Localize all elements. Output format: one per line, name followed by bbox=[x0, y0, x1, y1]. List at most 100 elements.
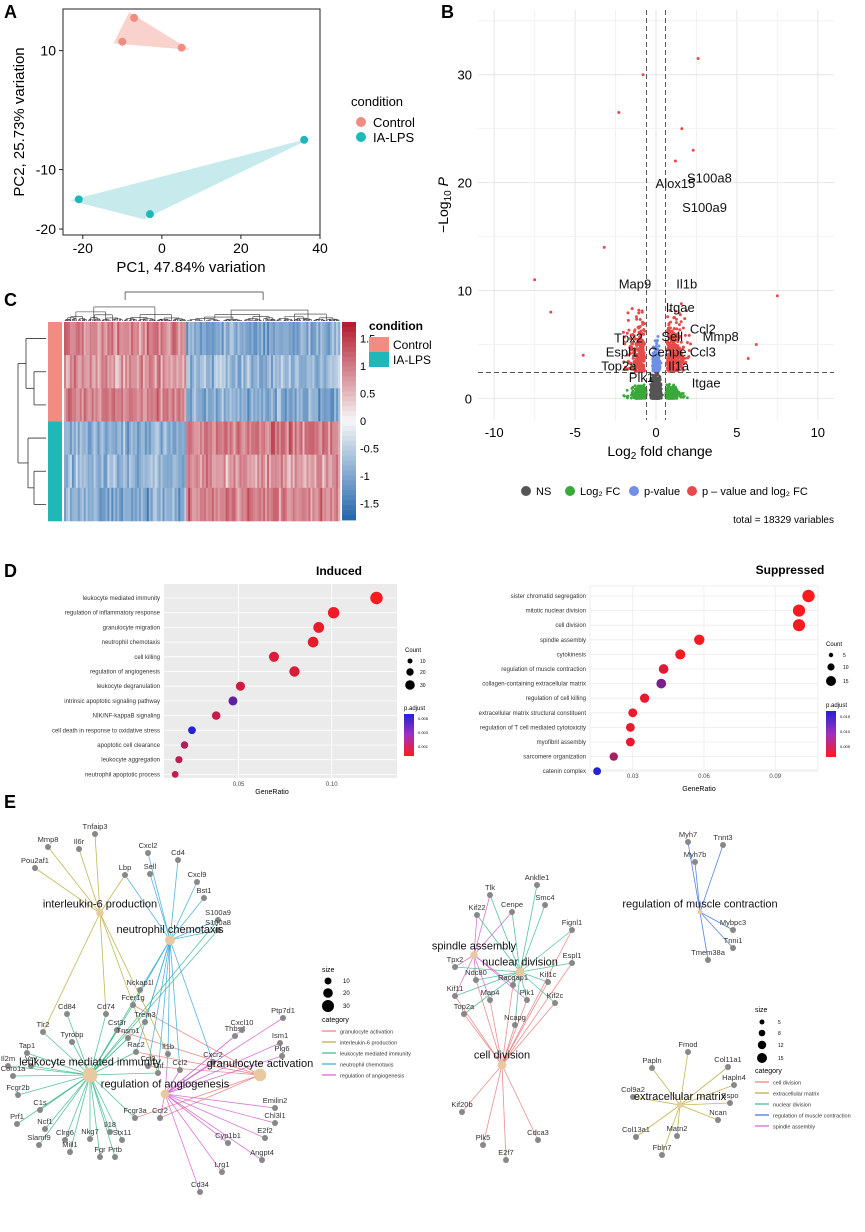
volcano-point-significant bbox=[632, 334, 636, 338]
heatmap-cell bbox=[310, 388, 313, 422]
cnet-edge bbox=[47, 846, 101, 914]
heatmap-cell bbox=[172, 454, 175, 489]
cnet-gene-node bbox=[510, 982, 516, 988]
heatmap-cell bbox=[117, 322, 120, 356]
cnet-gene-node bbox=[730, 945, 736, 951]
cnet-edge bbox=[89, 1074, 111, 1133]
cnet-edge bbox=[17, 1074, 91, 1096]
pca-point-control bbox=[177, 43, 186, 52]
volcano-point-significant bbox=[639, 336, 643, 340]
heatmap-cell bbox=[235, 322, 238, 356]
volcano-gene-label: Espl1 bbox=[606, 344, 639, 359]
heatmap-cell bbox=[243, 487, 246, 522]
heatmap-cell bbox=[174, 487, 177, 522]
heatmap-cell bbox=[172, 421, 175, 455]
heatmap-cell bbox=[227, 421, 230, 455]
cnet-edge bbox=[169, 897, 205, 941]
heatmap-cell bbox=[95, 454, 98, 489]
heatmap-cell bbox=[235, 487, 238, 522]
heatmap-cell bbox=[219, 487, 223, 522]
cnet-gene-node bbox=[219, 1169, 225, 1175]
heatmap-cell bbox=[257, 322, 260, 356]
heatmap-cell bbox=[75, 421, 79, 455]
heatmap-cell bbox=[296, 355, 299, 389]
heatmap-cell bbox=[237, 355, 240, 389]
volcano-gene-label: Plk1 bbox=[629, 370, 654, 385]
cnet-gene-node bbox=[542, 902, 548, 908]
heatmap-cell bbox=[278, 322, 282, 356]
heatmap-cell bbox=[274, 454, 278, 489]
induced-size-legend-label-1: 10 bbox=[420, 659, 426, 665]
heatmap-scale-segment bbox=[342, 356, 356, 362]
cnet-gene-label: Tmem38a bbox=[691, 948, 726, 957]
heatmap-cell bbox=[150, 388, 154, 422]
cnet-edge bbox=[89, 1074, 116, 1158]
heatmap-cell bbox=[227, 322, 230, 356]
suppressed-size-legend-dot-3 bbox=[826, 676, 836, 686]
cnet-category-node bbox=[96, 909, 104, 917]
volcano-point-significant bbox=[675, 350, 679, 354]
heatmap-cell bbox=[164, 322, 167, 356]
volcano-point-significant bbox=[674, 365, 678, 369]
heatmap-cell bbox=[140, 421, 144, 455]
volcano-point-significant bbox=[679, 358, 683, 362]
heatmap-cell bbox=[312, 355, 315, 389]
heatmap-cell bbox=[125, 454, 128, 489]
volcano-point-significant bbox=[634, 360, 638, 364]
cnet-gene-node bbox=[512, 1022, 518, 1028]
heatmap-cell bbox=[97, 388, 100, 422]
cnet-gene-node bbox=[145, 1063, 151, 1069]
heatmap-cell bbox=[286, 355, 290, 389]
heatmap-cell bbox=[217, 388, 221, 422]
dotplot-x-tick-label: 0.05 bbox=[233, 782, 245, 788]
heatmap: 1.510.50-0.5-1-1.5 condition Control IA-… bbox=[17, 291, 432, 522]
cnet-edge bbox=[169, 919, 219, 941]
heatmap-cell bbox=[127, 454, 130, 489]
heatmap-cell bbox=[320, 388, 323, 422]
heatmap-cell bbox=[91, 487, 94, 522]
heatmap-cell bbox=[180, 454, 183, 489]
cnet-gene-label: Cxcl9 bbox=[188, 870, 207, 879]
heatmap-scale-segment bbox=[342, 416, 356, 422]
heatmap-cell bbox=[235, 388, 238, 422]
volcano-point-log2fc bbox=[665, 383, 669, 387]
heatmap-cell bbox=[119, 454, 122, 489]
heatmap-cell bbox=[194, 322, 197, 356]
volcano-point-log2fc bbox=[637, 387, 641, 391]
heatmap-cell bbox=[160, 454, 163, 489]
heatmap-cell bbox=[213, 355, 217, 389]
heatmap-cell bbox=[148, 421, 152, 455]
heatmap-cell bbox=[207, 322, 211, 356]
heatmap-cell bbox=[332, 454, 335, 489]
cnet-gene-node bbox=[259, 1157, 265, 1163]
volcano-point-significant bbox=[638, 343, 642, 347]
volcano-point-significant bbox=[666, 360, 670, 364]
heatmap-cell bbox=[239, 355, 242, 389]
panel-label-b: B bbox=[441, 2, 454, 22]
volcano-point-log2fc bbox=[642, 387, 646, 390]
heatmap-legend-title: condition bbox=[369, 319, 423, 333]
cnet-edge bbox=[489, 999, 503, 1066]
volcano-point-significant bbox=[621, 330, 625, 334]
volcano-point-significant bbox=[626, 311, 630, 315]
heatmap-cell bbox=[280, 355, 284, 389]
heatmap-scale-segment bbox=[342, 430, 356, 437]
cnet-gene-node bbox=[659, 1152, 665, 1158]
dotplot-term-label: neutrophil apoptotic process bbox=[85, 772, 160, 778]
volcano-legend: NS Log₂ FC p-value p – value and log₂ FC bbox=[521, 486, 808, 498]
cnet-edge bbox=[661, 1104, 681, 1156]
cnet-edge bbox=[99, 874, 126, 914]
heatmap-cell bbox=[261, 454, 264, 489]
cnet-gene-node bbox=[569, 960, 575, 966]
volcano-point-significant bbox=[669, 320, 673, 324]
heatmap-cell bbox=[261, 322, 264, 356]
cnet-edge bbox=[164, 1055, 283, 1095]
heatmap-cell bbox=[233, 355, 236, 389]
dotplot-term-label: extracellular matrix structural constitu… bbox=[479, 711, 587, 717]
cnet-gene-label: Emilin2 bbox=[263, 1096, 288, 1105]
heatmap-cell bbox=[290, 421, 293, 455]
heatmap-cell bbox=[140, 355, 144, 389]
heatmap-cell bbox=[73, 487, 77, 522]
volcano-point-significant bbox=[679, 302, 683, 306]
cnet-gene-node bbox=[215, 917, 221, 923]
